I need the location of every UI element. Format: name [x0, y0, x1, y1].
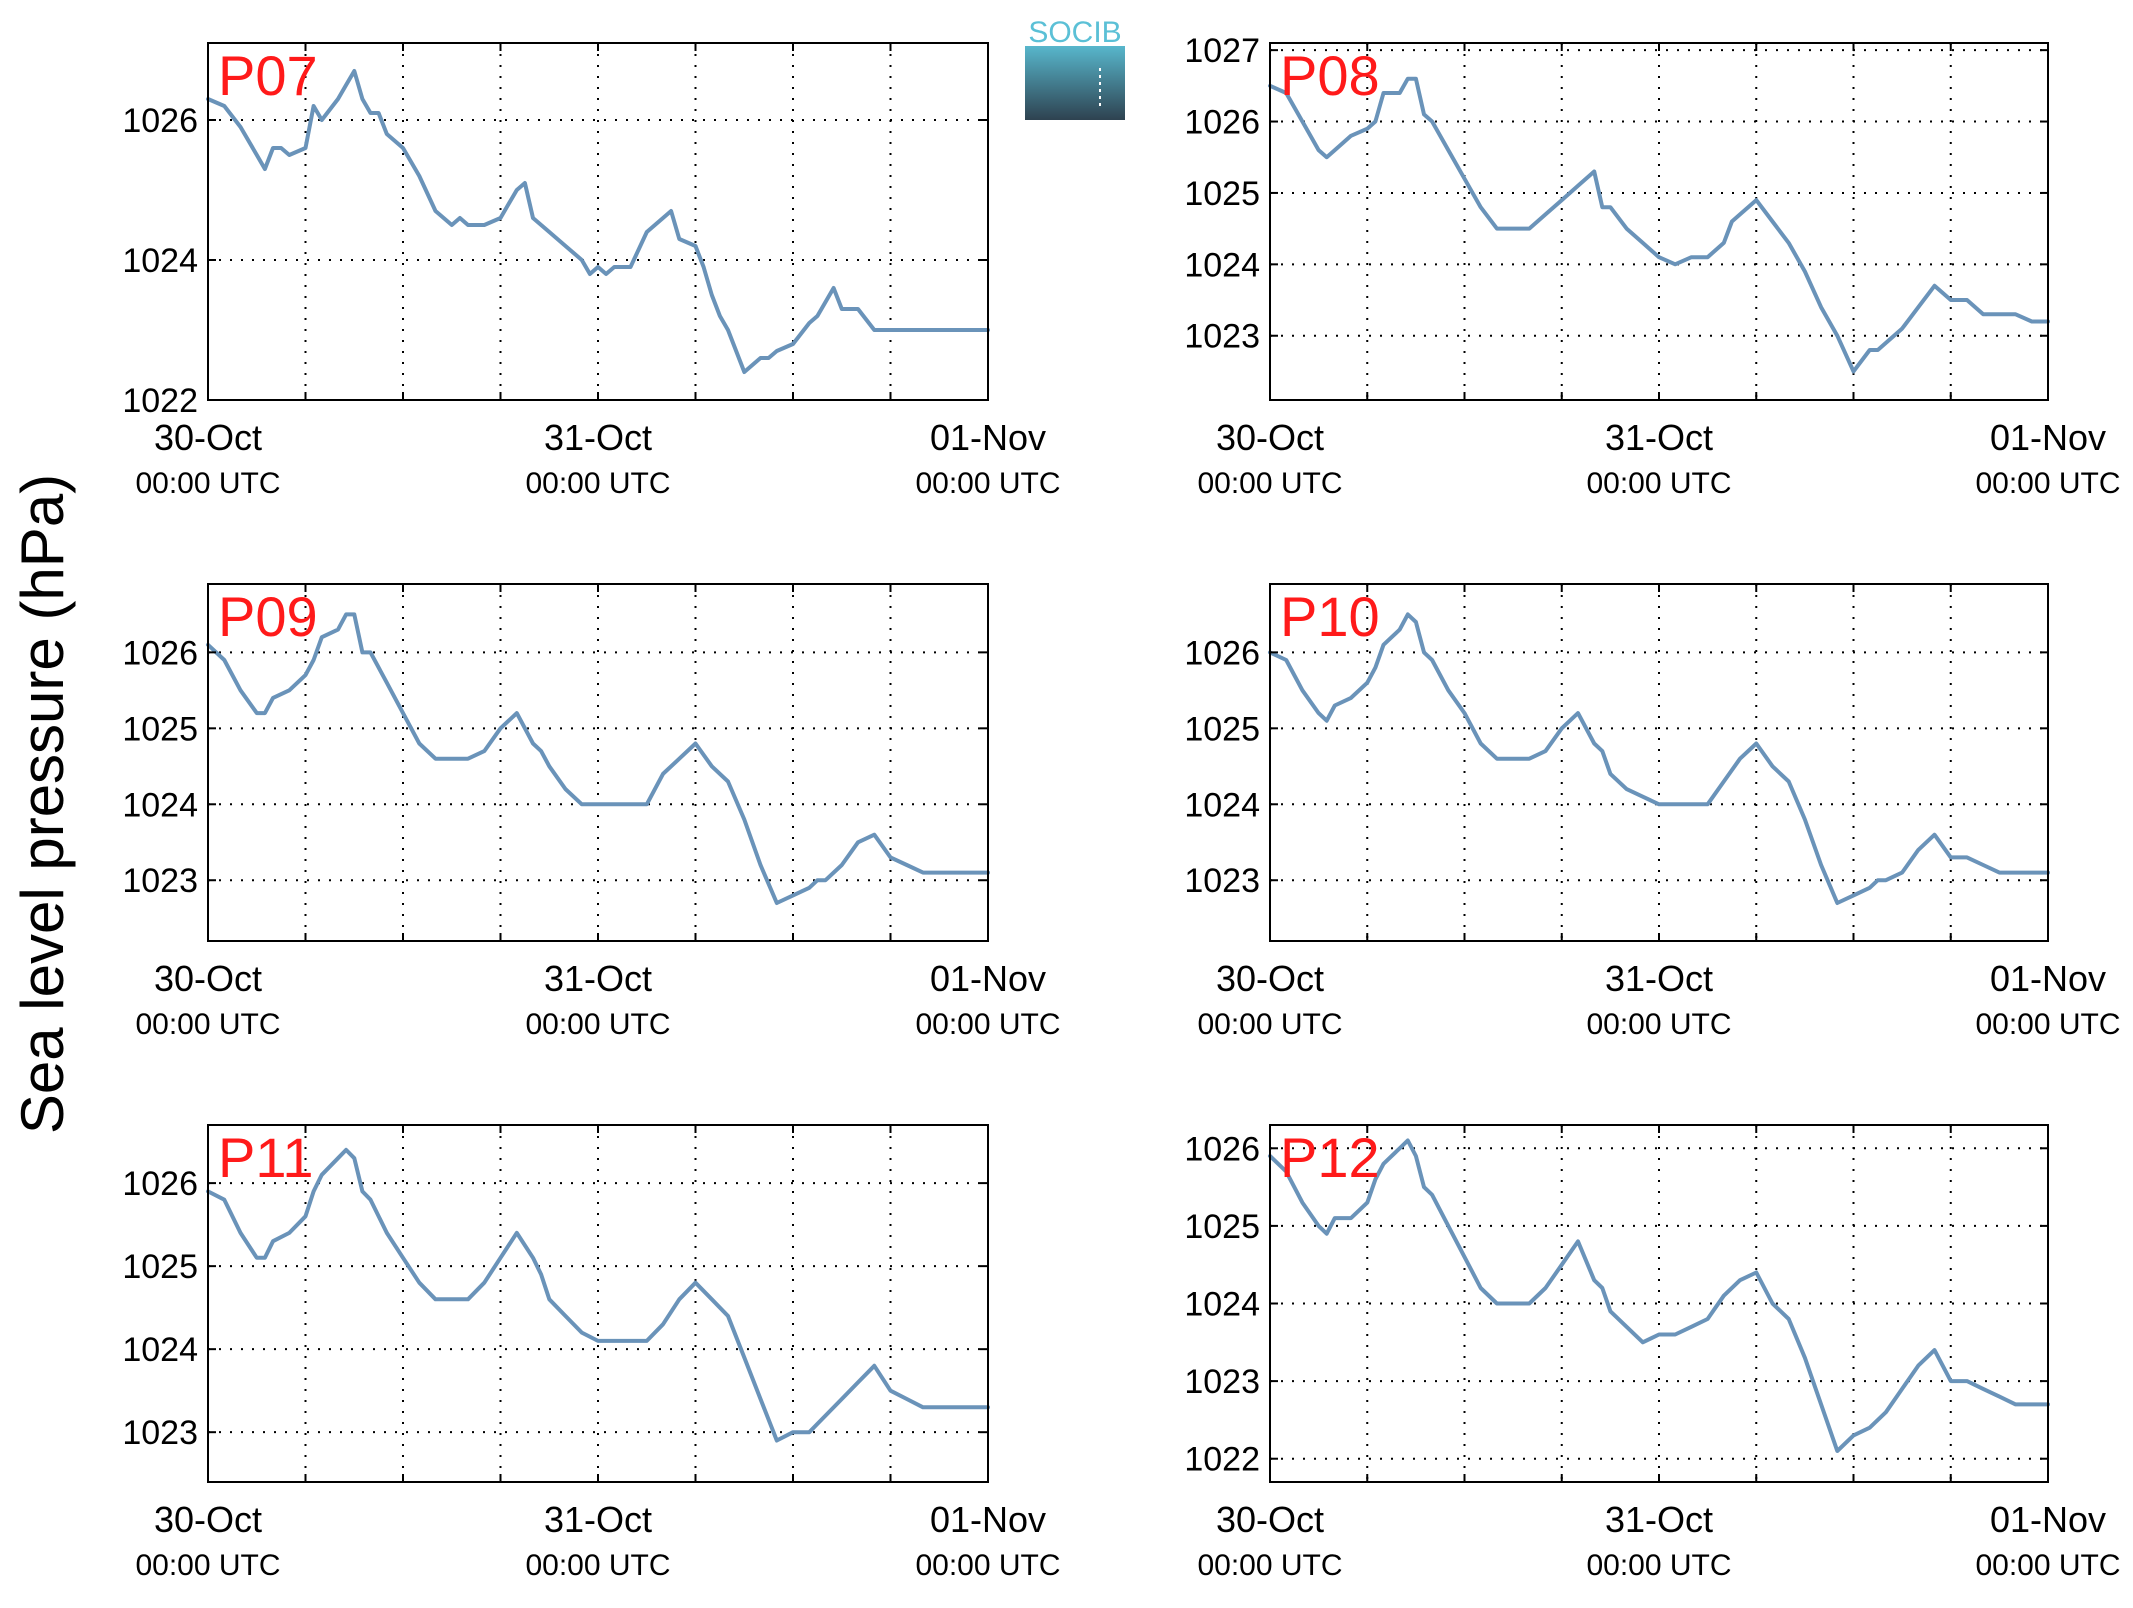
y-tick-label: 1023: [122, 862, 198, 900]
y-axis-label: Sea level pressure (hPa): [9, 474, 76, 1134]
logo-text: SOCIB: [1028, 16, 1121, 49]
y-tick-label: 1023: [1184, 318, 1260, 356]
y-tick-label: 1026: [122, 1165, 198, 1203]
x-tick-label-date: 01-Nov: [1990, 1499, 2106, 1540]
x-tick-label-date: 31-Oct: [1605, 1499, 1713, 1540]
logo-text-band: [1025, 16, 1125, 46]
y-tick-label: 1026: [122, 102, 198, 140]
x-tick-label-date: 30-Oct: [154, 1499, 262, 1540]
y-tick-label: 1025: [1184, 175, 1260, 213]
panel-title: P09: [218, 585, 318, 648]
x-tick-label-date: 30-Oct: [1216, 417, 1324, 458]
y-tick-label: 1024: [122, 1331, 198, 1369]
y-tick-label: 1023: [1184, 1363, 1260, 1401]
panel-title: P08: [1280, 44, 1380, 107]
y-tick-label: 1025: [1184, 710, 1260, 748]
y-tick-label: 1022: [122, 382, 198, 420]
x-tick-label-time: 00:00 UTC: [1975, 1549, 2120, 1582]
x-tick-label-time: 00:00 UTC: [915, 1008, 1060, 1041]
x-tick-label-date: 01-Nov: [1990, 417, 2106, 458]
x-tick-label-date: 31-Oct: [1605, 417, 1713, 458]
y-tick-label: 1024: [1184, 246, 1260, 284]
axes-frame: [207, 42, 989, 401]
y-tick-label: 1027: [1184, 32, 1260, 70]
x-tick-label-date: 30-Oct: [1216, 958, 1324, 999]
x-tick-label-date: 01-Nov: [930, 958, 1046, 999]
x-tick-label-time: 00:00 UTC: [1197, 1008, 1342, 1041]
x-tick-label-time: 00:00 UTC: [525, 467, 670, 500]
socib-logo: SOCIB: [1025, 16, 1125, 120]
y-tick-label: 1024: [122, 786, 198, 824]
series-line: [1268, 612, 2050, 905]
x-tick-label-time: 00:00 UTC: [915, 467, 1060, 500]
y-tick-label: 1026: [1184, 1130, 1260, 1168]
x-tick-label-time: 00:00 UTC: [1586, 1549, 1731, 1582]
x-tick-label-date: 31-Oct: [544, 1499, 652, 1540]
x-tick-label-time: 00:00 UTC: [525, 1549, 670, 1582]
panel-title: P10: [1280, 585, 1380, 648]
chart-panel-p09: 1023 1024 1025 1026 30-Oct 00:00 UTC 31-Oct 00:…: [122, 583, 1061, 1041]
chart-panel-p11: 1023 1024 1025 1026 30-Oct 00:00 UTC 31-Oct 00:…: [122, 1124, 1061, 1582]
chart-panel-p10: 1023 1024 1025 1026 30-Oct 00:00 UTC 31-Oct 00:…: [1184, 583, 2121, 1041]
y-tick-label: 1026: [1184, 634, 1260, 672]
axes-frame: [207, 1124, 989, 1483]
panel-title: P11: [218, 1126, 313, 1189]
y-tick-label: 1025: [122, 1248, 198, 1286]
y-tick-label: 1025: [122, 710, 198, 748]
axes-frame: [1269, 42, 2049, 401]
y-tick-label: 1026: [1184, 104, 1260, 142]
panel-title: P07: [218, 44, 318, 107]
x-tick-label-date: 30-Oct: [154, 958, 262, 999]
x-tick-label-date: 01-Nov: [930, 417, 1046, 458]
y-tick-label: 1023: [122, 1414, 198, 1452]
y-tick-label: 1025: [1184, 1208, 1260, 1246]
chart-panel-p08: 1023 1024 1025 1026 1027 30-Oct 00:00 UTC 31-Oc…: [1184, 32, 2120, 500]
x-tick-label-time: 00:00 UTC: [135, 1549, 280, 1582]
chart-panel-p07: 1022 1024 1026 30-Oct 00:00 UTC 31-Oct 00:00 U…: [122, 42, 1061, 500]
y-tick-label: 1026: [122, 634, 198, 672]
y-tick-label: 1024: [122, 242, 198, 280]
x-tick-label-date: 30-Oct: [154, 417, 262, 458]
y-tick-label: 1024: [1184, 786, 1260, 824]
panel-title: P12: [1280, 1126, 1380, 1189]
x-tick-label-date: 31-Oct: [544, 417, 652, 458]
x-tick-label-time: 00:00 UTC: [525, 1008, 670, 1041]
chart-panel-p12: 1022 1023 1024 1025 1026 30-Oct 00:00 UTC 31-Oc…: [1184, 1124, 2121, 1582]
x-tick-label-time: 00:00 UTC: [135, 1008, 280, 1041]
logo-block: [1025, 40, 1125, 120]
x-tick-label-time: 00:00 UTC: [1197, 467, 1342, 500]
axes-frame: [1269, 583, 2049, 942]
series-line: [1268, 1138, 2050, 1453]
series-line: [1268, 76, 2050, 374]
x-tick-label-date: 31-Oct: [1605, 958, 1713, 999]
x-tick-label-time: 00:00 UTC: [1586, 1008, 1731, 1041]
y-tick-label: 1024: [1184, 1286, 1260, 1324]
x-tick-label-time: 00:00 UTC: [1975, 1008, 2120, 1041]
x-tick-label-date: 01-Nov: [930, 1499, 1046, 1540]
x-tick-label-time: 00:00 UTC: [915, 1549, 1060, 1582]
x-tick-label-time: 00:00 UTC: [1975, 467, 2120, 500]
x-tick-label-time: 00:00 UTC: [1197, 1549, 1342, 1582]
x-tick-label-date: 31-Oct: [544, 958, 652, 999]
x-tick-label-time: 00:00 UTC: [135, 467, 280, 500]
y-tick-label: 1022: [1184, 1441, 1260, 1479]
series-line: [206, 612, 990, 905]
x-tick-label-date: 30-Oct: [1216, 1499, 1324, 1540]
series-line: [206, 69, 990, 374]
series-line: [206, 1147, 990, 1443]
x-tick-label-time: 00:00 UTC: [1586, 467, 1731, 500]
x-tick-label-date: 01-Nov: [1990, 958, 2106, 999]
y-tick-label: 1023: [1184, 862, 1260, 900]
